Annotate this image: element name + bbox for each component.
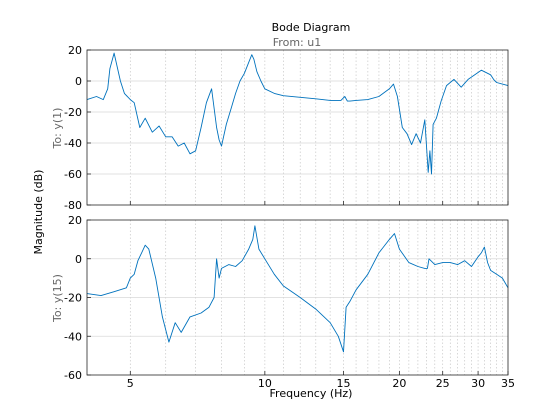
y-tick-label: -20 xyxy=(64,106,82,119)
y-tick-label: -20 xyxy=(64,292,82,305)
y-tick-label: 0 xyxy=(75,253,82,266)
y-tick-label: -60 xyxy=(64,369,82,382)
y-tick-label: 20 xyxy=(68,44,82,57)
x-tick-label: 10 xyxy=(258,377,272,390)
y-ticks-top: -80 -60 -40 -20 0 20 xyxy=(64,44,91,212)
magnitude-line-y1 xyxy=(86,52,509,175)
row-label-y15: To: y(15) xyxy=(51,274,64,323)
chart-subtitle: From: u1 xyxy=(273,36,321,49)
x-tick-label: 25 xyxy=(436,377,450,390)
grid-bottom xyxy=(87,220,508,375)
x-tick-label: 20 xyxy=(392,377,406,390)
x-tick-label: 5 xyxy=(127,377,134,390)
y-tick-label: -40 xyxy=(64,137,82,150)
chart-title: Bode Diagram xyxy=(272,21,351,34)
x-tick-label: 15 xyxy=(337,377,351,390)
y-tick-label: -80 xyxy=(64,199,82,212)
panel-top: -80 -60 -40 -20 0 20 To: y(1) xyxy=(51,44,509,212)
y-ticks-bottom: -60 -40 -20 0 20 xyxy=(64,214,91,382)
y-tick-label: -40 xyxy=(64,330,82,343)
y-tick-label: 0 xyxy=(75,75,82,88)
x-axis-label: Frequency (Hz) xyxy=(270,387,353,400)
x-tick-label: 35 xyxy=(501,377,515,390)
x-tick-labels: 5 10 15 20 25 30 35 xyxy=(127,377,515,390)
row-label-y1: To: y(1) xyxy=(51,108,64,150)
y-axis-label: Magnitude (dB) xyxy=(32,170,45,255)
axes-frame-top xyxy=(86,49,509,206)
x-ticks-top xyxy=(129,201,509,205)
y-tick-label: 20 xyxy=(68,214,82,227)
axes-frame-bottom xyxy=(86,219,509,376)
x-tick-label: 30 xyxy=(471,377,485,390)
y-tick-label: -60 xyxy=(64,168,82,181)
magnitude-line-y15 xyxy=(86,225,509,353)
panel-bottom: -60 -40 -20 0 20 To: y(15) xyxy=(51,214,509,382)
